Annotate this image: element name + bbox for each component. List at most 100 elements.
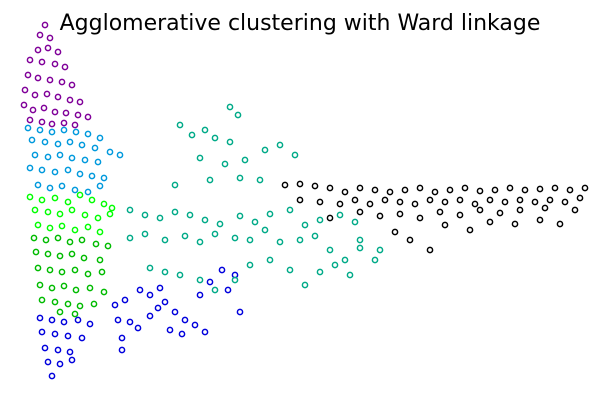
point	[111, 301, 119, 309]
point	[51, 298, 59, 306]
point	[461, 184, 469, 192]
point	[236, 174, 244, 182]
point	[76, 170, 84, 178]
point	[54, 48, 62, 56]
point	[456, 211, 464, 219]
point	[311, 182, 319, 190]
point	[96, 256, 104, 264]
point	[541, 204, 549, 212]
point	[196, 291, 204, 299]
point	[88, 196, 96, 204]
point	[46, 224, 54, 232]
point	[118, 346, 126, 354]
point	[411, 200, 419, 208]
point	[231, 276, 239, 284]
point	[201, 126, 209, 134]
point	[266, 210, 274, 218]
point	[356, 244, 364, 252]
point	[116, 151, 124, 159]
point	[81, 156, 89, 164]
point	[66, 348, 74, 356]
point	[196, 154, 204, 162]
point	[126, 318, 134, 326]
point	[206, 278, 214, 286]
point	[256, 176, 264, 184]
point	[36, 126, 44, 134]
point	[291, 151, 299, 159]
point	[571, 206, 579, 214]
point	[51, 330, 59, 338]
point	[86, 320, 94, 328]
point	[446, 186, 454, 194]
point	[476, 187, 484, 195]
point	[224, 286, 232, 294]
point	[261, 226, 269, 234]
point	[48, 372, 56, 380]
point	[56, 151, 64, 159]
point	[96, 182, 104, 190]
point	[38, 166, 46, 174]
point	[81, 211, 89, 219]
point	[211, 230, 219, 238]
point	[94, 214, 102, 222]
point	[516, 196, 524, 204]
point	[71, 186, 79, 194]
point	[106, 210, 114, 218]
point	[266, 256, 274, 264]
point	[114, 316, 122, 324]
point	[64, 198, 72, 206]
point	[68, 356, 76, 364]
point	[251, 218, 259, 226]
point	[376, 246, 384, 254]
point	[84, 270, 92, 278]
point	[551, 184, 559, 192]
point	[26, 56, 34, 64]
point	[68, 250, 76, 258]
point	[331, 261, 339, 269]
point	[371, 256, 379, 264]
point	[356, 208, 364, 216]
point	[26, 164, 34, 172]
point	[576, 194, 584, 202]
point	[236, 308, 244, 316]
point	[66, 96, 74, 104]
point	[48, 128, 56, 136]
point	[38, 296, 46, 304]
point	[171, 181, 179, 189]
point	[84, 188, 92, 196]
point	[226, 103, 234, 111]
point	[29, 106, 37, 114]
point	[64, 332, 72, 340]
point	[56, 308, 64, 316]
point	[566, 186, 574, 194]
point	[506, 184, 514, 192]
point	[71, 266, 79, 274]
point	[286, 266, 294, 274]
point	[296, 196, 304, 204]
point	[94, 158, 102, 166]
point	[181, 316, 189, 324]
point	[48, 120, 56, 128]
point	[68, 154, 76, 162]
point	[51, 194, 59, 202]
point	[176, 121, 184, 129]
point	[46, 76, 54, 84]
point	[491, 186, 499, 194]
point	[146, 264, 154, 272]
point	[496, 209, 504, 217]
point	[51, 108, 59, 116]
point	[72, 128, 80, 136]
point	[516, 206, 524, 214]
point	[36, 31, 44, 39]
point	[34, 221, 42, 229]
point	[316, 268, 324, 276]
point	[78, 334, 86, 342]
point	[276, 238, 284, 246]
point	[501, 198, 509, 206]
point	[301, 281, 309, 289]
point	[326, 184, 334, 192]
point	[371, 186, 379, 194]
point	[60, 282, 68, 290]
point	[26, 116, 34, 124]
point	[236, 212, 244, 220]
